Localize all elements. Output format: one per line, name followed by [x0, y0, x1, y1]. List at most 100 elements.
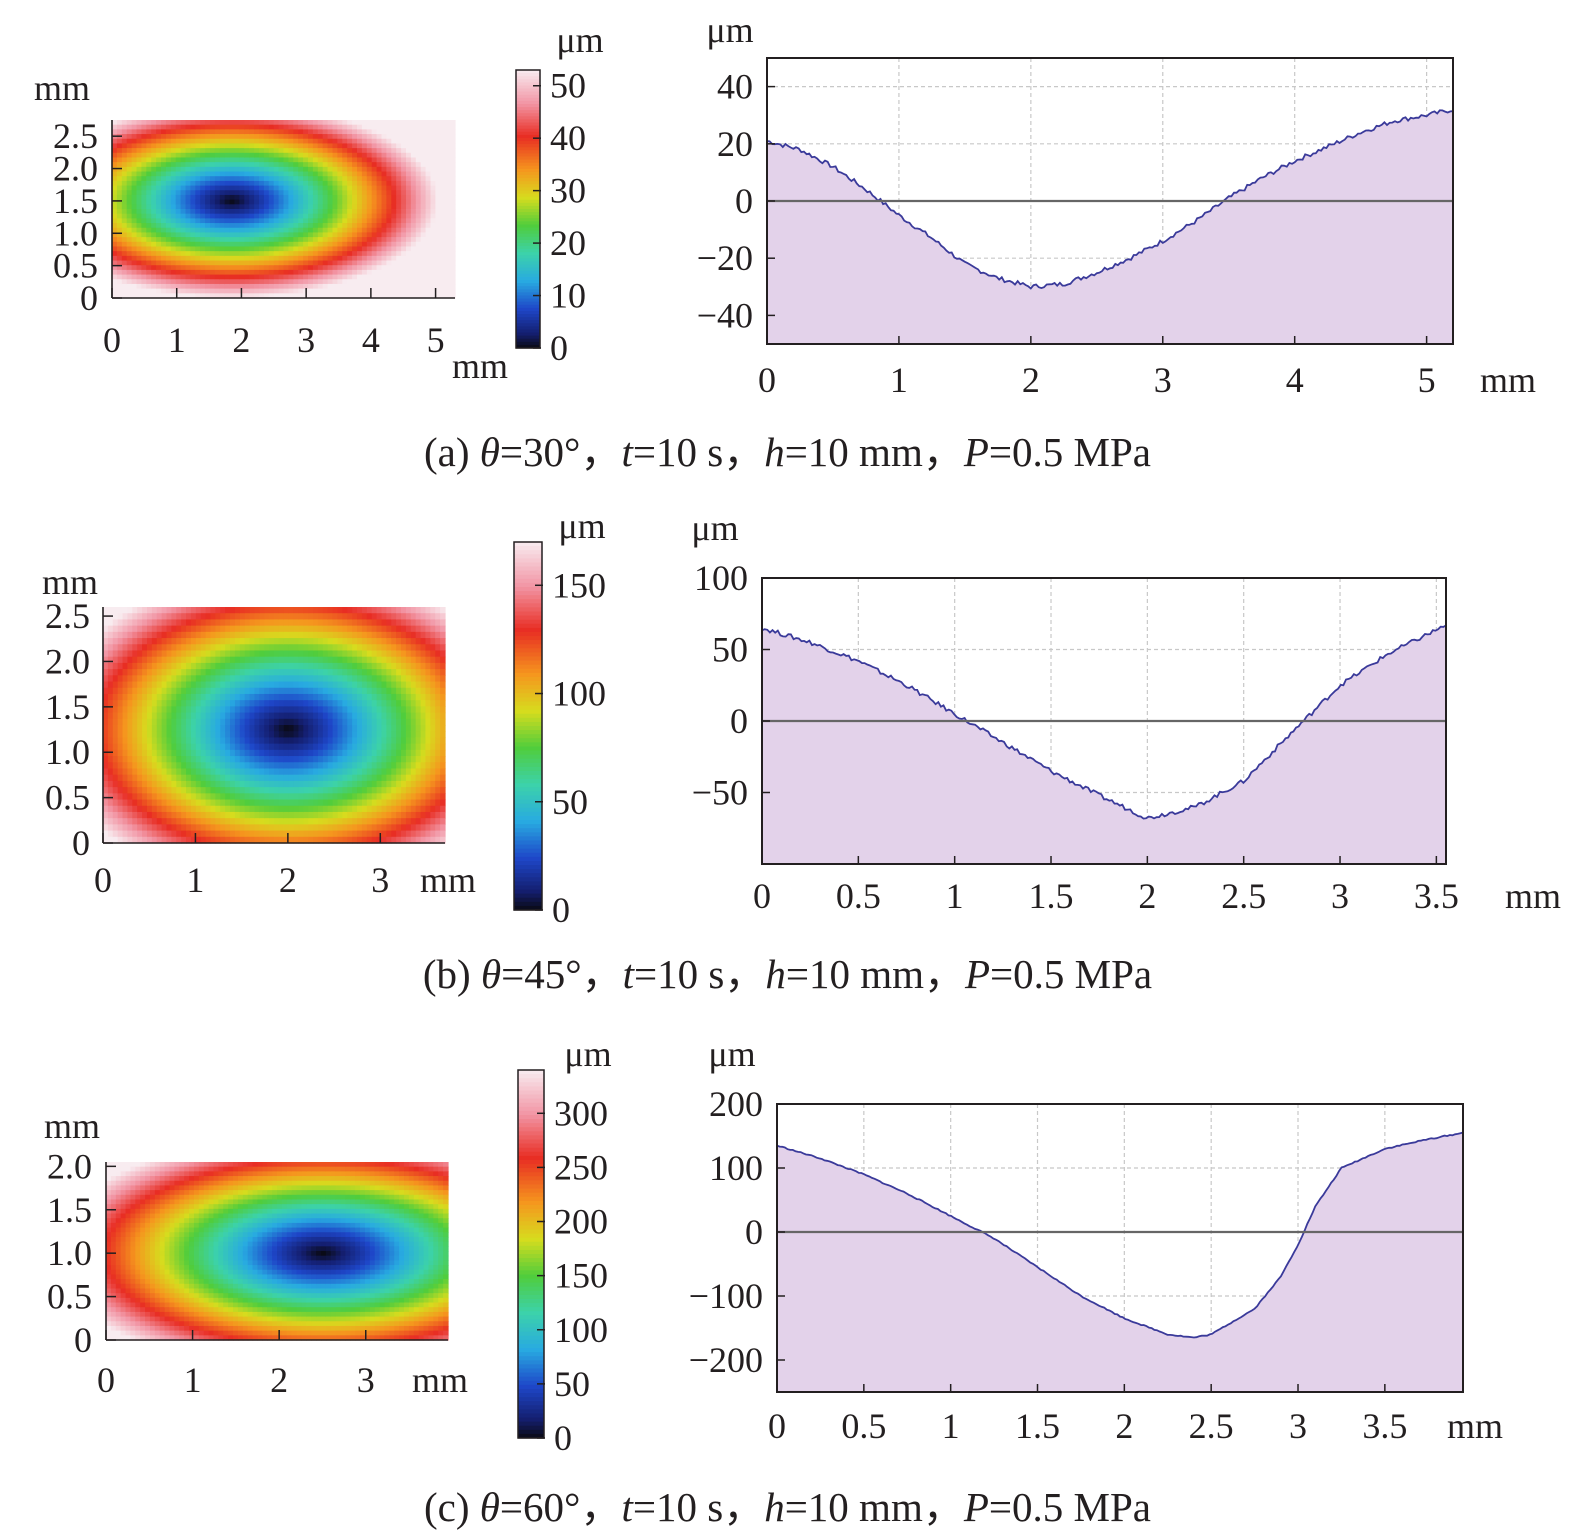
heatmap-cell	[342, 274, 348, 280]
heatmap-cell	[376, 737, 383, 745]
heatmap-cell	[219, 213, 226, 219]
heatmap-cell	[435, 124, 441, 130]
heatmap-cell	[352, 213, 358, 219]
heatmap-cell	[381, 644, 387, 652]
heatmap-cell	[151, 799, 158, 807]
heatmap-cell	[244, 687, 251, 695]
heatmap-cell	[381, 152, 387, 159]
heatmap-cell	[165, 232, 172, 238]
heatmap-cell	[220, 650, 226, 658]
heatmap-cell	[386, 213, 392, 219]
heatmap-cell	[127, 811, 133, 819]
heatmap-cell	[156, 232, 162, 238]
heatmap-cell	[210, 830, 216, 838]
heatmap-cell	[327, 756, 334, 763]
heatmap-cell	[117, 613, 124, 621]
heatmap-cell	[376, 162, 383, 168]
heatmap-cell	[166, 799, 172, 807]
heatmap-cell	[186, 780, 192, 788]
heatmap-cell	[146, 232, 152, 238]
heatmap-cell	[313, 799, 319, 807]
heatmap-cell	[278, 260, 285, 266]
heatmap-cell	[161, 194, 167, 201]
heatmap-cell	[308, 799, 314, 807]
heatmap-cell	[430, 251, 436, 257]
heatmap-cell	[141, 288, 147, 294]
heatmap-cell	[361, 725, 368, 732]
heatmap-cell	[156, 251, 162, 257]
heatmap-cell	[361, 712, 368, 720]
heatmap-cell	[352, 756, 358, 763]
heatmap-cell	[175, 152, 182, 159]
heatmap-cell	[161, 237, 167, 243]
heatmap-cell	[264, 687, 270, 695]
heatmap-cell	[259, 246, 265, 252]
heatmap-cell	[269, 725, 275, 732]
heatmap-cell	[229, 246, 236, 252]
colorbar-segment	[516, 79, 540, 83]
heatmap-cell	[146, 731, 153, 739]
heatmap-cell	[435, 274, 441, 280]
heatmap-cell	[142, 669, 148, 676]
heatmap-cell	[259, 731, 265, 739]
heatmap-cell	[327, 279, 334, 285]
heatmap-cell	[161, 625, 168, 633]
heatmap-cell	[303, 737, 309, 745]
heatmap-cell	[185, 218, 191, 224]
heatmap-cell	[288, 718, 295, 726]
heatmap-cell	[273, 274, 280, 280]
heatmap-cell	[190, 171, 196, 177]
heatmap-cell	[200, 134, 206, 140]
heatmap-x-tick-label: 0	[103, 320, 121, 360]
heatmap-cell	[151, 700, 158, 707]
heatmap-cell	[146, 631, 153, 639]
heatmap-cell	[170, 260, 177, 266]
heatmap-cell	[142, 613, 148, 621]
heatmap-cell	[406, 199, 412, 205]
heatmap-cell	[337, 138, 343, 145]
heatmap-cell	[288, 227, 294, 234]
heatmap-cell	[357, 176, 363, 182]
heatmap-cell	[190, 749, 197, 757]
colorbar-segment	[516, 73, 540, 77]
heatmap-cell	[366, 818, 373, 825]
heatmap-cell	[381, 223, 387, 229]
heatmap-cell	[435, 204, 441, 210]
heatmap-cell	[327, 799, 334, 807]
heatmap-cell	[116, 166, 123, 173]
heatmap-cell	[117, 638, 124, 645]
heatmap-cell	[342, 669, 348, 676]
heatmap-cell	[273, 241, 280, 248]
heatmap-cell	[210, 743, 216, 751]
heatmap-cell	[317, 166, 324, 173]
heatmap-cell	[210, 725, 216, 732]
heatmap-cell	[308, 288, 314, 294]
heatmap-cell	[347, 656, 353, 664]
heatmap-cell	[376, 265, 383, 271]
heatmap-cell	[151, 180, 157, 187]
heatmap-cell	[156, 656, 163, 664]
heatmap-cell	[288, 279, 294, 285]
heatmap-cell	[376, 656, 383, 664]
heatmap-cell	[165, 157, 172, 163]
heatmap-cell	[180, 143, 187, 149]
heatmap-cell	[401, 213, 407, 219]
heatmap-cell	[136, 124, 142, 130]
heatmap-cell	[131, 209, 138, 215]
heatmap-cell	[190, 129, 196, 135]
heatmap-cell	[116, 120, 123, 126]
heatmap-cell	[317, 293, 324, 299]
heatmap-cell	[254, 818, 260, 825]
heatmap-cell	[332, 743, 339, 751]
heatmap-cell	[401, 241, 407, 248]
heatmap-cell	[420, 251, 427, 257]
heatmap-cell	[337, 656, 343, 664]
heatmap-cell	[234, 241, 240, 248]
heatmap-cell	[166, 712, 172, 720]
heatmap-cell	[112, 138, 118, 145]
heatmap-cell	[274, 675, 280, 683]
heatmap-cell	[435, 288, 441, 294]
heatmap-cell	[151, 148, 157, 154]
heatmap-cell	[371, 288, 378, 294]
heatmap-cell	[239, 631, 246, 639]
